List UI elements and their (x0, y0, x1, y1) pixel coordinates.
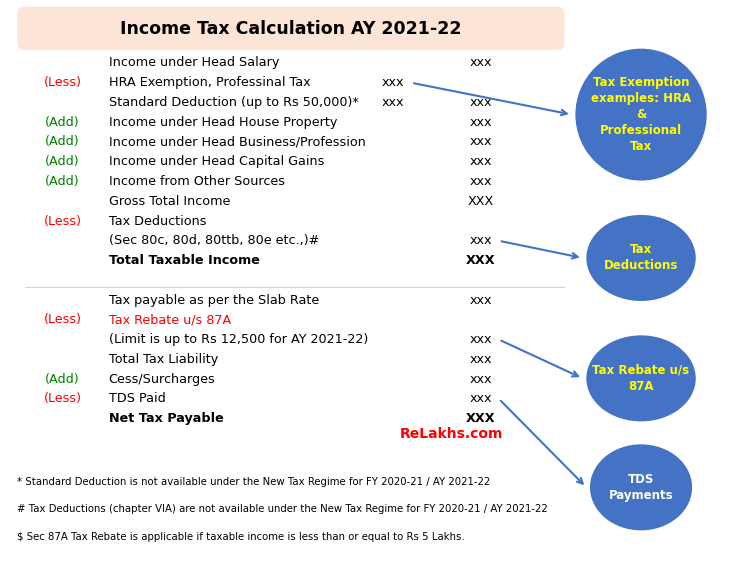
Text: * Standard Deduction is not available under the New Tax Regime for FY 2020-21 / : * Standard Deduction is not available un… (18, 477, 491, 486)
Text: (Less): (Less) (43, 393, 82, 405)
Ellipse shape (587, 335, 696, 422)
Text: xxx: xxx (470, 96, 492, 109)
Text: XXX: XXX (467, 195, 494, 208)
Text: Gross Total Income: Gross Total Income (109, 195, 230, 208)
Text: (Add): (Add) (46, 135, 80, 148)
Text: TDS Paid: TDS Paid (109, 393, 165, 405)
Text: Tax Rebate u/s 87A: Tax Rebate u/s 87A (109, 313, 231, 326)
Text: xxx: xxx (381, 96, 404, 109)
Text: xxx: xxx (470, 333, 492, 346)
Text: Income from Other Sources: Income from Other Sources (109, 175, 284, 188)
Text: # Tax Deductions (chapter VIA) are not available under the New Tax Regime for FY: # Tax Deductions (chapter VIA) are not a… (18, 504, 548, 514)
Text: (Less): (Less) (43, 214, 82, 228)
Text: (Add): (Add) (46, 155, 80, 168)
Text: (Less): (Less) (43, 313, 82, 326)
Text: xxx: xxx (470, 155, 492, 168)
FancyBboxPatch shape (18, 7, 564, 50)
Text: Income under Head Capital Gains: Income under Head Capital Gains (109, 155, 324, 168)
Text: Tax Deductions: Tax Deductions (109, 214, 206, 228)
Text: Income Tax Calculation AY 2021-22: Income Tax Calculation AY 2021-22 (120, 20, 462, 38)
Text: Total Taxable Income: Total Taxable Income (109, 254, 259, 267)
Text: HRA Exemption, Professinal Tax: HRA Exemption, Professinal Tax (109, 76, 310, 89)
Text: Tax payable as per the Slab Rate: Tax payable as per the Slab Rate (109, 294, 319, 306)
Text: xxx: xxx (470, 353, 492, 366)
Text: Income under Head Business/Profession: Income under Head Business/Profession (109, 135, 365, 148)
Text: xxx: xxx (470, 175, 492, 188)
Text: TDS
Payments: TDS Payments (609, 473, 673, 502)
Text: xxx: xxx (470, 393, 492, 405)
Text: Tax Rebate u/s
87A: Tax Rebate u/s 87A (592, 364, 689, 393)
Text: xxx: xxx (381, 76, 404, 89)
Text: XXX: XXX (466, 412, 495, 425)
Text: Income under Head Salary: Income under Head Salary (109, 57, 279, 69)
Text: Standard Deduction (up to Rs 50,000)*: Standard Deduction (up to Rs 50,000)* (109, 96, 359, 109)
Text: xxx: xxx (470, 234, 492, 247)
Text: xxx: xxx (470, 372, 492, 386)
Ellipse shape (587, 215, 696, 301)
Text: (Add): (Add) (46, 175, 80, 188)
Text: $ Sec 87A Tax Rebate is applicable if taxable income is less than or equal to Rs: $ Sec 87A Tax Rebate is applicable if ta… (18, 532, 465, 542)
Text: Income under Head House Property: Income under Head House Property (109, 116, 337, 129)
Ellipse shape (576, 49, 706, 181)
Ellipse shape (590, 444, 692, 530)
Text: (Add): (Add) (46, 116, 80, 129)
Text: (Add): (Add) (46, 372, 80, 386)
Text: Tax Exemption
examples: HRA
&
Professional
Tax: Tax Exemption examples: HRA & Profession… (591, 76, 691, 153)
Text: Net Tax Payable: Net Tax Payable (109, 412, 223, 425)
Text: (Limit is up to Rs 12,500 for AY 2021-22): (Limit is up to Rs 12,500 for AY 2021-22… (109, 333, 368, 346)
Text: ReLakhs.com: ReLakhs.com (400, 427, 503, 441)
Text: xxx: xxx (470, 57, 492, 69)
Text: Total Tax Liability: Total Tax Liability (109, 353, 218, 366)
Text: XXX: XXX (466, 254, 495, 267)
Text: xxx: xxx (470, 116, 492, 129)
Text: Tax
Deductions: Tax Deductions (604, 243, 678, 273)
Text: Cess/Surcharges: Cess/Surcharges (109, 372, 215, 386)
Text: (Less): (Less) (43, 76, 82, 89)
Text: xxx: xxx (470, 294, 492, 306)
Text: xxx: xxx (470, 135, 492, 148)
Text: (Sec 80c, 80d, 80ttb, 80e etc.,)#: (Sec 80c, 80d, 80ttb, 80e etc.,)# (109, 234, 319, 247)
